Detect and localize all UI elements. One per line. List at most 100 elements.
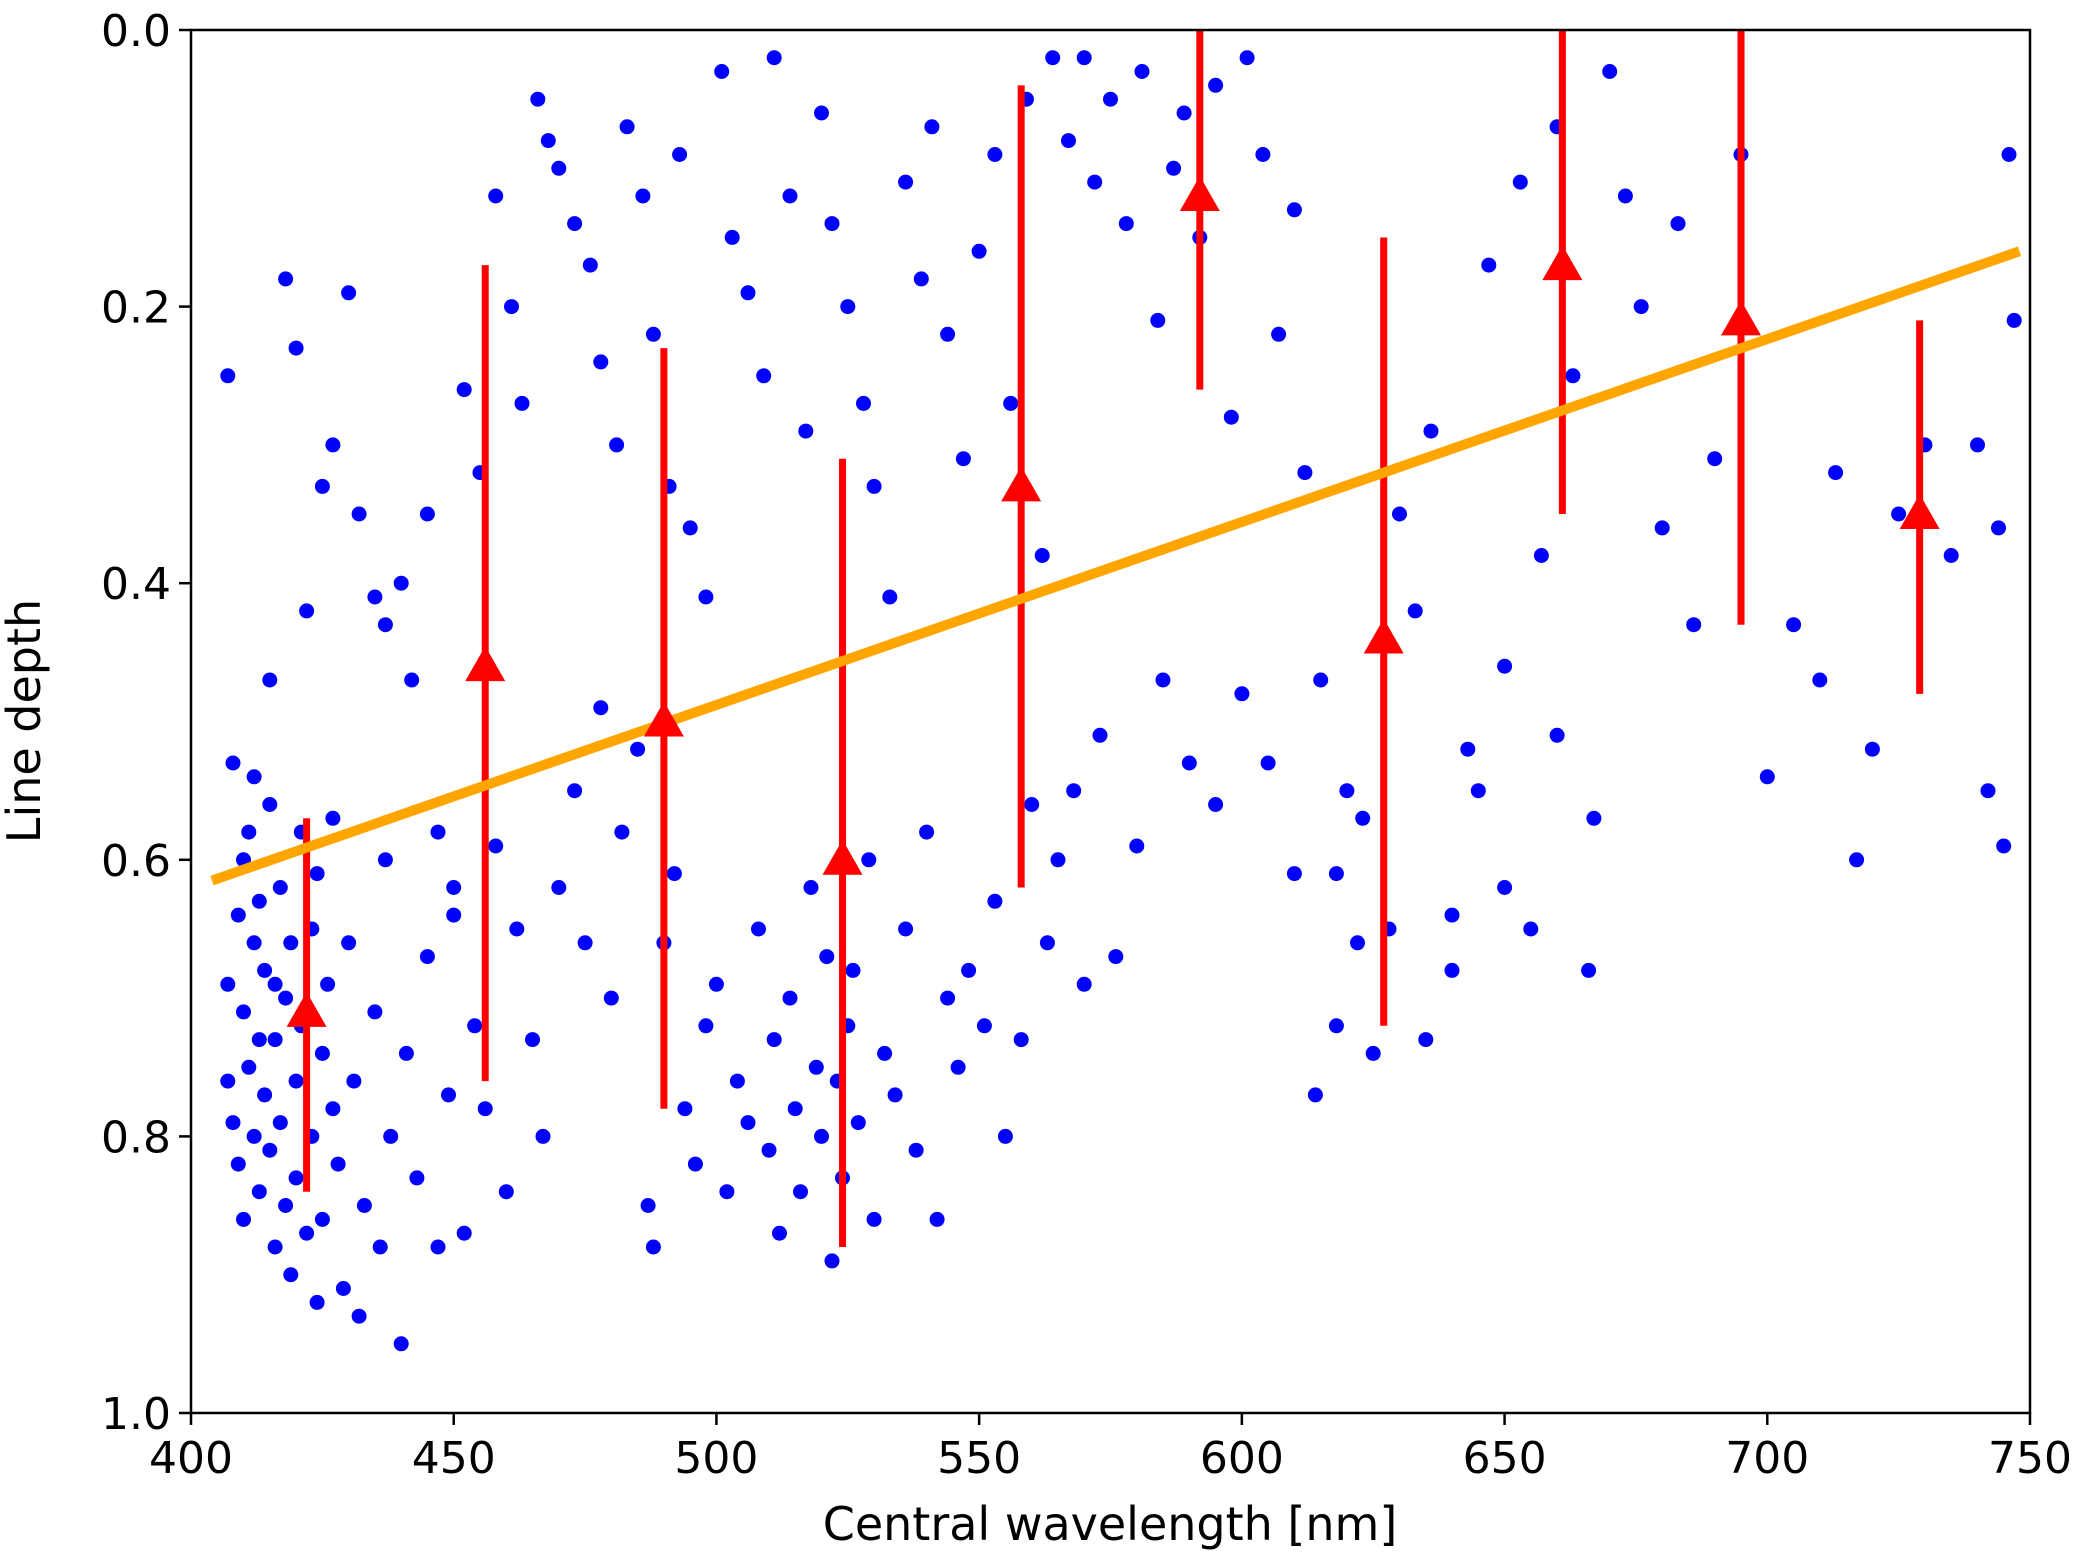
median-marker (643, 701, 684, 737)
scatter-point (861, 852, 877, 868)
fit-line-layer (210, 246, 2022, 886)
scatter-point (1444, 907, 1460, 923)
scatter-point (609, 437, 625, 453)
median-marker (1001, 466, 1042, 502)
scatter-point (751, 921, 766, 937)
scatter-point (498, 1184, 514, 1200)
scatter-point (419, 949, 435, 965)
scatter-point (645, 326, 661, 342)
scatter-point (1460, 741, 1476, 757)
binned-median-markers (286, 175, 1940, 1027)
scatter-point (514, 395, 530, 411)
scatter-point (2006, 312, 2022, 328)
scatter-point (987, 893, 1003, 909)
scatter-point (798, 423, 814, 439)
y-axis-label: Line depth (0, 599, 51, 843)
x-tick-label: 400 (149, 1433, 233, 1484)
scatter-point (814, 1128, 829, 1144)
scatter-point (645, 1239, 661, 1255)
median-marker (1363, 618, 1404, 654)
scatter-point (1108, 949, 1124, 965)
scatter-point (756, 368, 772, 384)
scatter-point (1134, 64, 1150, 79)
scatter-point (908, 1142, 924, 1158)
scatter-point (719, 1184, 735, 1200)
scatter-point (856, 395, 871, 411)
scatter-point (961, 962, 977, 978)
scatter-point (1970, 437, 1985, 453)
scatter-point (288, 1170, 304, 1186)
scatter-point (1271, 326, 1287, 342)
scatter-point (567, 216, 583, 232)
scatter-point (1176, 105, 1192, 121)
scatter-point (1286, 202, 1302, 218)
scatter-point (314, 478, 330, 494)
scatter-point (1076, 50, 1092, 66)
scatter-point (1239, 50, 1255, 66)
scatter-point (225, 1115, 241, 1131)
scatter-point (1759, 769, 1775, 785)
plot-frame (189, 28, 2032, 1415)
scatter-point (1208, 797, 1224, 812)
scatter-point (1066, 783, 1082, 799)
scatter-point (1891, 506, 1907, 522)
scatter-point (1034, 548, 1050, 563)
scatter-point (577, 935, 593, 951)
scatter-point (1423, 423, 1439, 439)
linear-fit-line (210, 246, 2022, 886)
scatter-point (1061, 133, 1076, 149)
scatter-point (1307, 1087, 1323, 1103)
scatter-point (241, 1059, 257, 1075)
scatter-point (766, 50, 782, 66)
scatter-point (803, 880, 819, 895)
scatter-point (1812, 672, 1828, 688)
scatter-point (729, 1073, 745, 1089)
scatter-point (1208, 77, 1224, 93)
scatter-point (241, 824, 257, 840)
scatter-point (1150, 312, 1166, 328)
median-marker (465, 646, 506, 682)
scatter-point (787, 1101, 803, 1117)
scatter-point (1076, 976, 1092, 992)
scatter-point (320, 976, 336, 992)
scatter-point (278, 990, 294, 1006)
scatter-point (299, 603, 315, 619)
y-axis-ticks: 0.0 0.2 0.4 0.6 0.8 1.0 (101, 6, 191, 1440)
scatter-point (1497, 880, 1513, 895)
median-marker (1899, 494, 1940, 530)
scatter-point (230, 907, 246, 923)
scatter-point (1549, 727, 1565, 743)
scatter-point (1707, 451, 1723, 467)
scatter-points (220, 50, 2022, 1352)
scatter-point (1686, 617, 1702, 633)
scatter-point (267, 1239, 283, 1255)
y-tick-label: 0.0 (101, 6, 171, 57)
scatter-point (278, 1198, 294, 1213)
scatter-point (309, 1294, 325, 1310)
scatter-point (288, 340, 304, 356)
scatter-point (1118, 216, 1134, 232)
y-tick-label: 0.2 (101, 283, 171, 334)
scatter-point (976, 1018, 992, 1034)
scatter-point (1166, 160, 1182, 176)
scatter-point (325, 810, 341, 826)
scatter-point (246, 1128, 262, 1144)
scatter-point (377, 617, 393, 633)
scatter-point (1512, 174, 1528, 190)
scatter-point (325, 437, 341, 453)
scatter-point (766, 1032, 782, 1048)
scatter-point (877, 1045, 893, 1061)
scatter-point (351, 1308, 367, 1324)
scatter-point (540, 133, 556, 149)
scatter-point (1087, 174, 1103, 190)
scatter-point (687, 1156, 703, 1172)
binned-error-bars (303, 30, 1924, 1248)
scatter-point (940, 326, 956, 342)
scatter-point (393, 575, 409, 591)
scatter-point (782, 990, 798, 1006)
scatter-point (446, 880, 462, 895)
scatter-point (262, 672, 278, 688)
scatter-point (398, 1045, 414, 1061)
scatter-point (682, 520, 698, 536)
